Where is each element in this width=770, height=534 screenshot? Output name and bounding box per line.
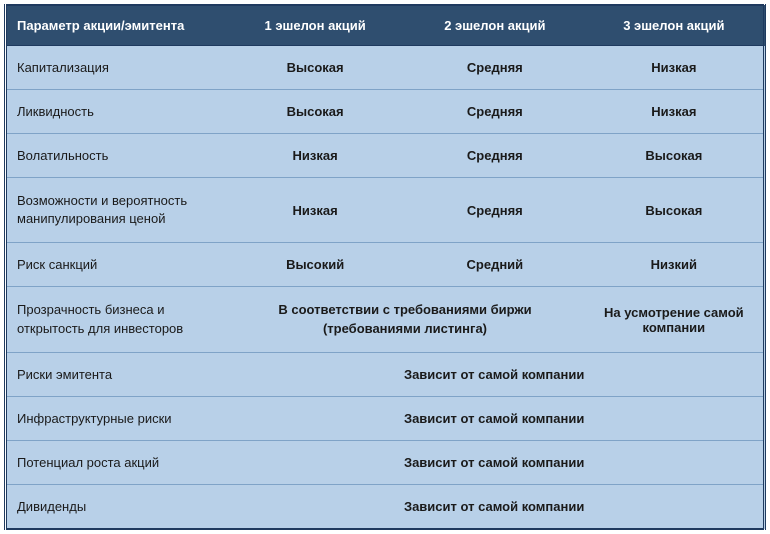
value-cell: Зависит от самой компании [225,484,764,529]
value-cell: Низкая [225,178,405,243]
value-cell: Зависит от самой компании [225,396,764,440]
comparison-table: Параметр акции/эмитента 1 эшелон акций 2… [4,4,766,530]
param-cell: Ликвидность [6,90,226,134]
param-cell: Капитализация [6,46,226,90]
value-cell: Высокая [225,46,405,90]
table-header-row: Параметр акции/эмитента 1 эшелон акций 2… [6,5,765,46]
value-cell: Средний [405,243,585,287]
header-tier2: 2 эшелон акций [405,5,585,46]
table-row: ДивидендыЗависит от самой компании [6,484,765,529]
value-cell: В соответствии с требованиями биржи (тре… [225,287,584,352]
value-cell: Высокая [585,134,765,178]
table-row: Возможности и вероятность манипулировани… [6,178,765,243]
table-row: Инфраструктурные рискиЗависит от самой к… [6,396,765,440]
param-cell: Риск санкций [6,243,226,287]
header-param: Параметр акции/эмитента [6,5,226,46]
param-cell: Волатильность [6,134,226,178]
param-cell: Прозрачность бизнеса и открытость для ин… [6,287,226,352]
header-tier1: 1 эшелон акций [225,5,405,46]
param-cell: Инфраструктурные риски [6,396,226,440]
table-row: КапитализацияВысокаяСредняяНизкая [6,46,765,90]
value-cell: Высокая [225,90,405,134]
value-cell: Низкий [585,243,765,287]
table-row: Риск санкцийВысокийСреднийНизкий [6,243,765,287]
value-cell: Средняя [405,178,585,243]
value-cell: Низкая [585,90,765,134]
table-row: Потенциал роста акцийЗависит от самой ко… [6,440,765,484]
value-cell: Низкая [585,46,765,90]
value-cell: Высокая [585,178,765,243]
param-cell: Риски эмитента [6,352,226,396]
value-cell: Зависит от самой компании [225,440,764,484]
value-cell: Средняя [405,90,585,134]
value-cell: Средняя [405,134,585,178]
table-row: ВолатильностьНизкаяСредняяВысокая [6,134,765,178]
table-body: КапитализацияВысокаяСредняяНизкаяЛиквидн… [6,46,765,529]
param-cell: Дивиденды [6,484,226,529]
header-tier3: 3 эшелон акций [585,5,765,46]
table-row: Риски эмитентаЗависит от самой компании [6,352,765,396]
value-cell: На усмотрение самой компании [585,287,765,352]
param-cell: Возможности и вероятность манипулировани… [6,178,226,243]
table-row: Прозрачность бизнеса и открытость для ин… [6,287,765,352]
param-cell: Потенциал роста акций [6,440,226,484]
value-cell: Средняя [405,46,585,90]
table-row: ЛиквидностьВысокаяСредняяНизкая [6,90,765,134]
value-cell: Высокий [225,243,405,287]
value-cell: Зависит от самой компании [225,352,764,396]
value-cell: Низкая [225,134,405,178]
